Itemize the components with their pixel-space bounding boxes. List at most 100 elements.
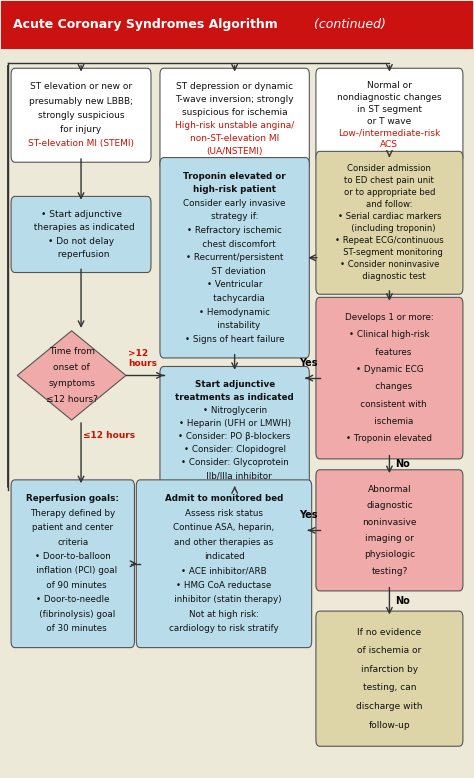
- Polygon shape: [17, 331, 126, 420]
- Text: changes: changes: [367, 382, 412, 391]
- Text: (UA/NSTEMI): (UA/NSTEMI): [206, 147, 263, 156]
- FancyBboxPatch shape: [316, 611, 463, 746]
- Text: • Recurrent/persistent: • Recurrent/persistent: [186, 254, 283, 262]
- Text: High-risk unstable angina/: High-risk unstable angina/: [175, 121, 294, 130]
- Text: Troponin elevated or: Troponin elevated or: [183, 171, 286, 180]
- Text: T-wave inversion; strongly: T-wave inversion; strongly: [175, 95, 294, 104]
- Text: • Start adjunctive: • Start adjunctive: [41, 210, 121, 219]
- Text: • Door-to-balloon: • Door-to-balloon: [35, 552, 110, 561]
- Text: • Do not delay: • Do not delay: [48, 237, 114, 246]
- FancyBboxPatch shape: [160, 68, 310, 170]
- Text: • Nitroglycerin: • Nitroglycerin: [202, 406, 267, 415]
- Text: tachycardia: tachycardia: [205, 294, 264, 303]
- Text: imaging or: imaging or: [365, 534, 414, 543]
- Text: Reperfusion goals:: Reperfusion goals:: [26, 494, 119, 503]
- Text: reperfusion: reperfusion: [52, 250, 110, 259]
- Text: strongly suspicious: strongly suspicious: [38, 110, 124, 120]
- Text: • Serial cardiac markers: • Serial cardiac markers: [337, 212, 441, 221]
- Text: diagnostic test: diagnostic test: [354, 272, 425, 281]
- Text: (continued): (continued): [310, 18, 386, 31]
- Text: indicated: indicated: [204, 552, 245, 561]
- FancyBboxPatch shape: [316, 68, 463, 163]
- Text: infarction by: infarction by: [361, 665, 418, 674]
- FancyBboxPatch shape: [316, 152, 463, 294]
- Text: ≤12 hours?: ≤12 hours?: [46, 395, 98, 404]
- Text: chest discomfort: chest discomfort: [194, 240, 275, 249]
- Text: Assess risk status: Assess risk status: [185, 509, 263, 517]
- Text: Normal or: Normal or: [367, 81, 412, 90]
- Text: • Signs of heart failure: • Signs of heart failure: [185, 335, 284, 344]
- Text: or to appropriate bed: or to appropriate bed: [344, 188, 435, 198]
- Text: consistent with: consistent with: [352, 400, 427, 408]
- Text: • Hemodynamic: • Hemodynamic: [199, 308, 270, 317]
- FancyBboxPatch shape: [160, 366, 310, 494]
- Text: and follow:: and follow:: [366, 201, 412, 209]
- Text: • Heparin (UFH or LMWH): • Heparin (UFH or LMWH): [179, 419, 291, 428]
- Text: ≤12 hours: ≤12 hours: [83, 431, 136, 440]
- Text: ST-elevation MI (STEMI): ST-elevation MI (STEMI): [28, 139, 134, 148]
- Text: ST-segment monitoring: ST-segment monitoring: [336, 248, 443, 258]
- FancyBboxPatch shape: [0, 1, 474, 49]
- Text: (including troponin): (including troponin): [343, 224, 436, 233]
- Text: patient and center: patient and center: [32, 523, 113, 532]
- Text: symptoms: symptoms: [48, 379, 95, 388]
- Text: Continue ASA, heparin,: Continue ASA, heparin,: [173, 523, 274, 532]
- Text: follow-up: follow-up: [369, 720, 410, 730]
- Text: • Consider noninvasive: • Consider noninvasive: [340, 260, 439, 269]
- Text: • Dynamic ECG: • Dynamic ECG: [356, 365, 423, 374]
- Text: Develops 1 or more:: Develops 1 or more:: [345, 314, 434, 322]
- Text: No: No: [395, 596, 410, 606]
- Text: Abnormal: Abnormal: [368, 485, 411, 494]
- Text: therapies as indicated: therapies as indicated: [27, 223, 135, 233]
- Text: ACS: ACS: [381, 140, 399, 149]
- Text: ST deviation: ST deviation: [203, 267, 266, 276]
- Text: cardiology to risk stratify: cardiology to risk stratify: [169, 624, 279, 633]
- Text: non-ST-elevation MI: non-ST-elevation MI: [190, 135, 279, 143]
- FancyBboxPatch shape: [137, 480, 312, 647]
- Text: of 30 minutes: of 30 minutes: [38, 624, 107, 633]
- Text: testing?: testing?: [371, 566, 408, 576]
- Text: criteria: criteria: [57, 538, 88, 547]
- FancyBboxPatch shape: [11, 196, 151, 272]
- Text: • Repeat ECG/continuous: • Repeat ECG/continuous: [335, 237, 444, 245]
- Text: Low-/intermediate-risk: Low-/intermediate-risk: [338, 128, 440, 138]
- Text: If no evidence: If no evidence: [357, 628, 421, 636]
- Text: IIb/IIIa inhibitor: IIb/IIIa inhibitor: [198, 471, 272, 480]
- Text: diagnostic: diagnostic: [366, 501, 413, 510]
- Text: • HMG CoA reductase: • HMG CoA reductase: [176, 581, 272, 590]
- Text: for injury: for injury: [60, 125, 101, 134]
- Text: Consider admission: Consider admission: [347, 164, 431, 173]
- Text: of 90 minutes: of 90 minutes: [38, 581, 107, 590]
- Text: • Refractory ischemic: • Refractory ischemic: [187, 226, 282, 235]
- Text: • Door-to-needle: • Door-to-needle: [36, 595, 109, 605]
- Text: Yes: Yes: [299, 510, 318, 520]
- Text: inflation (PCI) goal: inflation (PCI) goal: [28, 566, 118, 576]
- Text: ST depression or dynamic: ST depression or dynamic: [176, 82, 293, 91]
- Text: Consider early invasive: Consider early invasive: [183, 198, 286, 208]
- Text: Yes: Yes: [299, 358, 318, 367]
- Text: ST elevation or new or: ST elevation or new or: [30, 82, 132, 92]
- Text: • Troponin elevated: • Troponin elevated: [346, 434, 432, 443]
- Text: treatments as indicated: treatments as indicated: [175, 393, 294, 402]
- Text: Admit to monitored bed: Admit to monitored bed: [165, 494, 283, 503]
- Text: • Consider: Glycoprotein: • Consider: Glycoprotein: [181, 458, 289, 467]
- Text: nondiagnostic changes: nondiagnostic changes: [337, 93, 442, 102]
- Text: noninvasive: noninvasive: [362, 517, 417, 527]
- Text: ischemia: ischemia: [366, 417, 413, 426]
- Text: testing, can: testing, can: [363, 684, 416, 692]
- Text: onset of: onset of: [53, 363, 90, 372]
- Text: strategy if:: strategy if:: [211, 212, 258, 222]
- FancyBboxPatch shape: [316, 470, 463, 591]
- Text: of ischemia or: of ischemia or: [357, 647, 421, 655]
- Text: in ST segment: in ST segment: [357, 105, 422, 114]
- Text: instability: instability: [209, 321, 260, 331]
- Text: No: No: [395, 459, 410, 469]
- Text: Acute Coronary Syndromes Algorithm: Acute Coronary Syndromes Algorithm: [12, 18, 277, 31]
- Text: • ACE inhibitor/ARB: • ACE inhibitor/ARB: [181, 566, 267, 576]
- FancyBboxPatch shape: [316, 297, 463, 459]
- Text: high-risk patient: high-risk patient: [193, 185, 276, 194]
- Text: and other therapies as: and other therapies as: [174, 538, 273, 547]
- Text: to ED chest pain unit: to ED chest pain unit: [345, 177, 434, 185]
- FancyBboxPatch shape: [11, 68, 151, 163]
- Text: (fibrinolysis) goal: (fibrinolysis) goal: [31, 610, 115, 619]
